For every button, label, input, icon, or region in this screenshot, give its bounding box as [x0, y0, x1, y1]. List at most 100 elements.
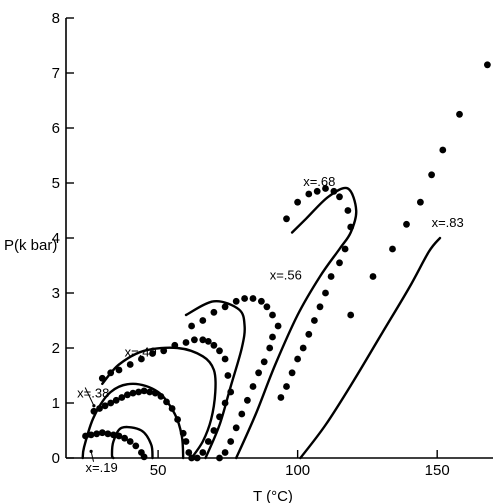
label-arrow	[84, 387, 95, 406]
data-point	[322, 289, 329, 297]
label-arrow-head	[92, 404, 96, 408]
data-point	[456, 110, 463, 118]
curve-x=.38	[81, 382, 185, 460]
data-point	[260, 358, 268, 366]
curve-label: x=.49	[125, 344, 157, 359]
y-tick-label: 2	[52, 340, 60, 357]
data-point	[107, 399, 115, 407]
data-point	[221, 303, 229, 311]
axes-layer: 0 1 2 3 4 5 6 7 8 50 100 150	[52, 10, 493, 479]
data-point	[305, 330, 313, 338]
data-point	[294, 198, 301, 206]
data-point	[269, 333, 276, 341]
data-point	[227, 388, 235, 396]
points-layer	[82, 61, 491, 462]
data-point	[347, 311, 355, 319]
data-point	[255, 369, 262, 377]
data-point	[199, 317, 207, 324]
data-point	[182, 438, 190, 445]
label-arrow	[90, 451, 95, 462]
data-point	[294, 355, 301, 363]
y-tick-label: 5	[52, 175, 60, 192]
data-point	[138, 355, 145, 363]
data-point	[171, 341, 179, 349]
data-point	[204, 338, 212, 345]
data-point	[112, 396, 120, 404]
data-point	[336, 259, 343, 267]
data-point	[305, 190, 313, 198]
data-point	[224, 372, 232, 379]
curve-x=.83	[299, 236, 442, 460]
label-arrow-head	[89, 449, 93, 453]
data-point	[316, 303, 324, 311]
y-tick-label: 4	[52, 230, 60, 247]
curve-label: x=.83	[432, 215, 464, 230]
data-point	[227, 438, 235, 445]
data-point	[274, 322, 282, 330]
data-point	[344, 207, 352, 214]
data-point	[369, 273, 377, 280]
data-point	[160, 347, 168, 355]
y-tick-label: 8	[52, 10, 60, 27]
data-point	[191, 336, 198, 344]
data-point	[288, 369, 296, 377]
x-axis-label: T (°C)	[253, 488, 293, 503]
data-point	[96, 405, 103, 412]
y-tick-label: 1	[52, 395, 60, 412]
data-point	[157, 393, 165, 400]
data-point	[101, 402, 109, 410]
data-point	[199, 336, 207, 344]
data-point	[403, 220, 410, 228]
data-point	[313, 187, 321, 195]
data-point	[204, 438, 212, 445]
data-point	[140, 453, 148, 461]
data-point	[182, 339, 190, 346]
data-point	[210, 308, 218, 316]
data-point	[238, 410, 246, 418]
data-point	[149, 350, 156, 357]
data-point	[107, 369, 115, 377]
data-point	[163, 398, 170, 406]
data-point	[336, 193, 343, 201]
data-point	[283, 383, 290, 390]
data-point	[168, 405, 176, 412]
y-tick-label: 6	[52, 120, 60, 137]
data-point	[283, 215, 290, 223]
data-point	[210, 341, 218, 349]
data-point	[87, 431, 95, 439]
data-point	[244, 396, 251, 404]
data-point	[428, 171, 435, 179]
curve-label: x=.56	[270, 267, 302, 282]
data-point	[299, 344, 307, 352]
data-point	[341, 245, 349, 253]
data-point	[216, 347, 223, 355]
x-tick-label: 150	[425, 462, 450, 479]
data-point	[174, 416, 182, 423]
data-point	[216, 413, 223, 421]
data-point	[110, 431, 117, 439]
data-point	[129, 389, 137, 397]
data-point	[249, 383, 257, 390]
data-point	[126, 438, 134, 445]
data-point	[221, 399, 229, 407]
curve-label: x=.19	[86, 460, 118, 475]
data-point	[82, 432, 89, 440]
data-point	[90, 407, 98, 415]
y-axis-label: P(k bar)	[4, 237, 57, 254]
data-point	[115, 366, 123, 374]
data-point	[199, 449, 207, 456]
data-point	[258, 297, 265, 305]
data-point	[179, 429, 187, 437]
y-tick-label: 7	[52, 65, 60, 82]
data-point	[93, 430, 101, 438]
data-point	[104, 430, 112, 438]
data-point	[185, 449, 193, 456]
curve-x=.56	[184, 299, 246, 460]
data-point	[327, 273, 335, 280]
data-point	[249, 295, 257, 302]
data-point	[115, 432, 123, 440]
x-tick-label: 100	[285, 462, 310, 479]
labels-layer: x=.19 x=.38 x=.49 x=.56 x=.68 x=.83	[77, 174, 464, 475]
data-point	[232, 424, 240, 432]
